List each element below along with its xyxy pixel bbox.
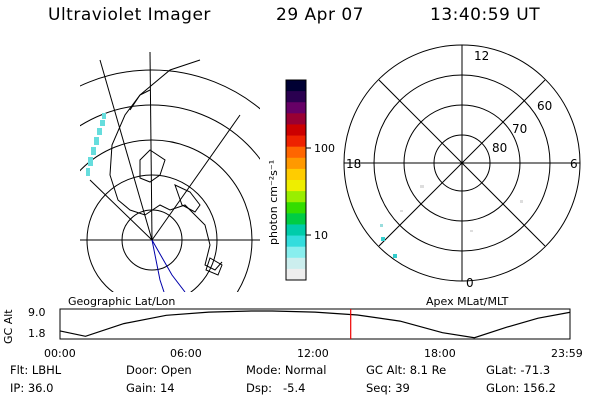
ip-info: IP: 36.0 xyxy=(10,381,54,395)
ground-track xyxy=(151,239,165,292)
app-title: Ultraviolet Imager xyxy=(48,5,211,25)
aurora-emission xyxy=(86,113,106,176)
gain-info: Gain: 14 xyxy=(126,381,175,395)
colorbar-segment xyxy=(286,246,306,259)
date-label: 29 Apr 07 xyxy=(276,5,364,25)
glat-info: GLat: -71.3 xyxy=(486,363,551,377)
time-tick: 23:59 xyxy=(551,347,583,360)
seq-info: Seq: 39 xyxy=(366,381,410,395)
filter-info: Flt: LBHL xyxy=(10,363,62,377)
colorbar-segment xyxy=(286,135,306,148)
lat-label: 60 xyxy=(537,99,552,113)
colorbar-segment xyxy=(286,224,306,237)
door-info: Door: Open xyxy=(126,363,192,377)
altitude-y-label: GC Alt xyxy=(2,309,15,344)
lat-label: 70 xyxy=(512,122,527,136)
colorbar-segment xyxy=(286,235,306,248)
mlt-label-dawn: 6 xyxy=(570,157,578,171)
colorbar-segment xyxy=(286,268,306,281)
colorbar-unit-label: photon cm⁻²s⁻¹ xyxy=(267,160,280,245)
meridian-line xyxy=(99,59,153,241)
mlt-label-dusk: 18 xyxy=(346,157,361,171)
glon-info: GLon: 156.2 xyxy=(486,381,556,395)
colorbar-segment xyxy=(286,213,306,225)
colorbar-segment xyxy=(286,202,306,214)
colorbar-segment xyxy=(286,257,306,270)
aurora-points xyxy=(380,224,397,258)
meridian-line xyxy=(151,114,241,241)
lat-circle xyxy=(80,69,260,110)
altitude-curve xyxy=(59,310,570,339)
colorbar-segment xyxy=(286,91,306,103)
time-tick: 18:00 xyxy=(424,347,456,360)
colorbar-segment xyxy=(286,191,306,203)
colorbar-segment xyxy=(286,180,306,192)
time-tick: 06:00 xyxy=(170,347,202,360)
time-tick: 12:00 xyxy=(297,347,329,360)
colorbar-segment xyxy=(286,102,306,114)
time-tick: 00:00 xyxy=(44,347,76,360)
meridian-line xyxy=(89,179,153,241)
mode-info: Mode: Normal xyxy=(246,363,327,377)
lat-label: 80 xyxy=(492,141,507,155)
altitude-y-tick: 9.0 xyxy=(28,306,46,319)
colorbar-tick: 10 xyxy=(314,229,328,242)
right-panel-label: Apex MLat/MLT xyxy=(426,295,509,308)
ground-track xyxy=(151,239,186,292)
colorbar-segment xyxy=(286,168,306,181)
gc-alt-info: GC Alt: 8.1 Re xyxy=(366,363,447,377)
altitude-y-tick: 1.8 xyxy=(28,327,46,340)
colorbar-segment xyxy=(286,113,306,125)
coastline xyxy=(129,89,151,111)
colorbar-segment xyxy=(286,124,306,137)
colorbar-segment xyxy=(286,146,306,159)
coastline xyxy=(174,184,201,213)
dsp-info: Dsp: -5.4 xyxy=(246,381,306,395)
left-panel-label: Geographic Lat/Lon xyxy=(68,295,176,308)
colorbar-segment xyxy=(286,157,306,170)
meridian-line xyxy=(149,52,153,241)
coastline xyxy=(109,59,223,271)
lat-circle xyxy=(80,104,260,160)
mlt-label-noon: 12 xyxy=(474,49,489,63)
colorbar-segment xyxy=(286,80,306,92)
colorbar-tick: 100 xyxy=(314,142,335,155)
mlt-label-midnight: 0 xyxy=(466,276,474,290)
coastline xyxy=(205,257,223,276)
time-label: 13:40:59 UT xyxy=(430,5,541,25)
coastline xyxy=(139,149,166,183)
